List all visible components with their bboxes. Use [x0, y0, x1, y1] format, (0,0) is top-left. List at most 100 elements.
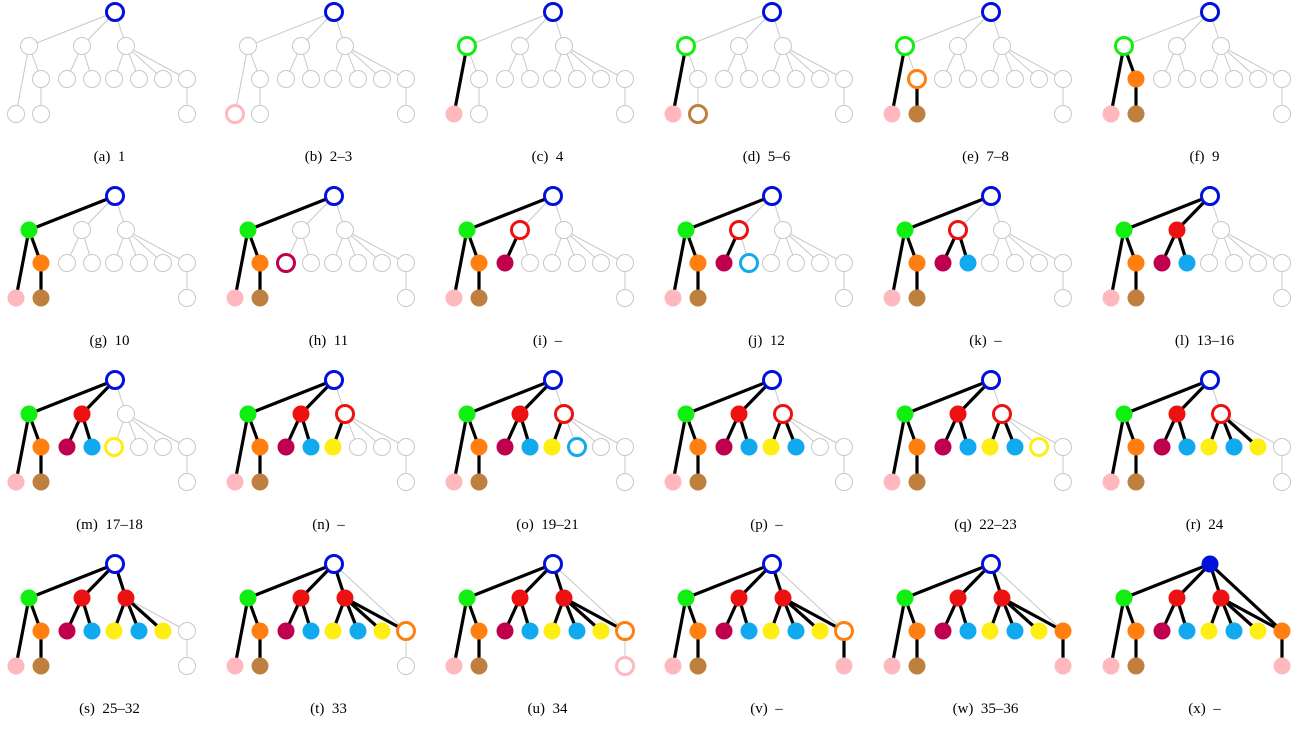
tree-node-filled-brown [908, 289, 926, 307]
tree-node-ring-yellow [104, 437, 124, 457]
tree-node-filled-purple [277, 622, 295, 640]
tree-node-unvisited [20, 37, 38, 55]
tree-node-filled-pink [445, 657, 463, 675]
tree-node-filled-green [1115, 405, 1133, 423]
tree-edge-active [671, 45, 688, 115]
tree-node-filled-yellow [324, 438, 342, 456]
tree-node-filled-yellow [1030, 622, 1048, 640]
tree-node-unvisited [1030, 70, 1048, 88]
tree-node-filled-yellow [373, 622, 391, 640]
tree-node-ring-blue [981, 186, 1001, 206]
tree-node-ring-blue [543, 186, 563, 206]
tree-node-unvisited [1225, 70, 1243, 88]
tree-node-unvisited [993, 37, 1011, 55]
tree-edge-active [563, 596, 626, 633]
tree-edge-inactive [333, 563, 407, 632]
tree-edge-inactive [344, 45, 407, 80]
tree-edge-active [28, 378, 116, 416]
tree-edge-active [247, 378, 335, 416]
tree-edge-active [1109, 413, 1126, 483]
panel: (n) – [219, 368, 438, 552]
tree-node-unvisited [397, 254, 415, 272]
tree-edge-active [28, 562, 116, 600]
tree-node-unvisited [277, 70, 295, 88]
tree-node-unvisited [251, 105, 269, 123]
tree-diagram [883, 186, 1072, 307]
tree-node-ring-purple [276, 253, 296, 273]
tree-edge-active [782, 596, 845, 633]
tree-edge-active [466, 562, 554, 600]
tree-node-unvisited [105, 254, 123, 272]
tree-node-filled-orange [689, 254, 707, 272]
tree-node-ring-green [676, 36, 696, 56]
tree-node-ring-blue [105, 370, 125, 390]
tree-edge-active [904, 562, 992, 600]
tree-node-unvisited [592, 254, 610, 272]
tree-node-filled-green [677, 405, 695, 423]
tree-node-filled-cyan [130, 622, 148, 640]
tree-node-unvisited [616, 289, 634, 307]
tree-node-filled-pink [1054, 657, 1072, 675]
tree-node-filled-yellow [762, 622, 780, 640]
tree-node-ring-red [510, 220, 530, 240]
tree-node-unvisited [1054, 70, 1072, 88]
panel-caption: (f) 9 [1189, 149, 1220, 165]
tree-node-ring-blue [1200, 186, 1220, 206]
tree-diagram [445, 2, 634, 123]
tree-node-unvisited [178, 289, 196, 307]
tree-node-unvisited [32, 105, 50, 123]
tree-node-unvisited [616, 473, 634, 491]
tree-node-ring-brown [688, 104, 708, 124]
tree-node-filled-green [1115, 221, 1133, 239]
tree-edge-inactive [466, 11, 554, 47]
tree-node-unvisited [835, 289, 853, 307]
tree-node-unvisited [1200, 254, 1218, 272]
tree-node-filled-cyan [83, 438, 101, 456]
tree-node-filled-orange [470, 438, 488, 456]
panel: (q) 22–23 [876, 368, 1095, 552]
tree-node-filled-cyan [1006, 438, 1024, 456]
tree-edge-inactive [247, 11, 335, 47]
tree-node-unvisited [1225, 254, 1243, 272]
tree-edge-active [233, 597, 250, 667]
tree-diagram [226, 186, 415, 307]
tree-node-ring-blue [981, 370, 1001, 390]
tree-node-filled-brown [908, 105, 926, 123]
tree-node-unvisited [543, 70, 561, 88]
tree-node-unvisited [117, 221, 135, 239]
tree-node-filled-pink [7, 289, 25, 307]
tree-node-unvisited [811, 70, 829, 88]
tree-edge-active [466, 194, 554, 232]
tree-node-ring-red [554, 404, 574, 424]
panel: (b) 2–3 [219, 0, 438, 184]
tree-node-filled-purple [715, 438, 733, 456]
tree-node-filled-cyan [1178, 438, 1196, 456]
panel-caption: (p) – [750, 517, 783, 533]
tree-node-filled-orange [251, 438, 269, 456]
tree-node-filled-orange [32, 622, 50, 640]
panel: (h) 11 [219, 184, 438, 368]
tree-node-ring-red [992, 404, 1012, 424]
tree-node-unvisited [292, 37, 310, 55]
tree-node-ring-blue [1200, 370, 1220, 390]
tree-edge-inactive [1220, 45, 1283, 80]
tree-node-filled-green [458, 221, 476, 239]
tree-node-filled-cyan [521, 438, 539, 456]
tree-node-filled-brown [32, 657, 50, 675]
tree-node-filled-purple [1153, 622, 1171, 640]
tree-node-unvisited [949, 37, 967, 55]
panel: (w) 35–36 [876, 552, 1095, 736]
tree-node-unvisited [616, 438, 634, 456]
tree-edge-active [452, 229, 469, 299]
tree-edge-active [14, 413, 31, 483]
tree-node-filled-brown [908, 473, 926, 491]
tree-node-filled-orange [1127, 70, 1145, 88]
tree-node-filled-yellow [1249, 622, 1267, 640]
tree-edge-active [1123, 378, 1211, 416]
tree-node-filled-brown [1127, 657, 1145, 675]
tree-node-unvisited [835, 105, 853, 123]
tree-edge-active [452, 413, 469, 483]
tree-node-filled-pink [1102, 105, 1120, 123]
tree-node-filled-purple [1153, 438, 1171, 456]
tree-edge-active [344, 596, 407, 633]
